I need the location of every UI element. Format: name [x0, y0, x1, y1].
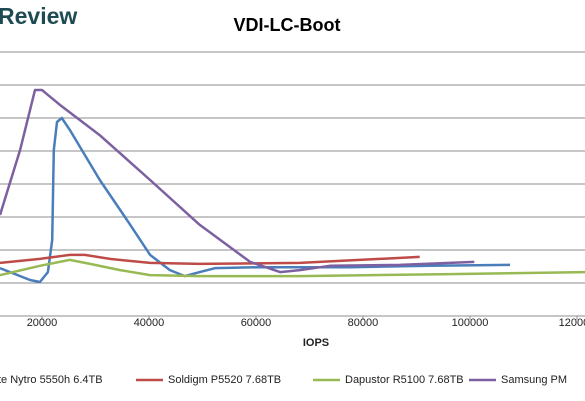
x-tick-label: 20000 [27, 317, 58, 329]
chart-title: VDI-LC-Boot [234, 15, 341, 35]
series-line [0, 116, 511, 284]
legend-label: Soldigm P5520 7.68TB [168, 374, 281, 386]
legend-label: te Nytro 5550h 6.4TB [0, 374, 103, 386]
x-tick-label: 40000 [134, 317, 165, 329]
brand-logo: Review [0, 3, 77, 29]
legend-label: Samsung PM [501, 374, 567, 386]
legend-label: Dapustor R5100 7.68TB [345, 374, 464, 386]
x-tick-label: 100000 [452, 317, 489, 329]
x-tick-label: 120000 [559, 317, 585, 329]
x-tick-label: 80000 [348, 317, 379, 329]
series-line [0, 253, 420, 266]
x-axis-label: IOPS [303, 337, 329, 349]
series-line [0, 258, 585, 278]
series-line [0, 88, 475, 274]
x-tick-label: 60000 [241, 317, 272, 329]
